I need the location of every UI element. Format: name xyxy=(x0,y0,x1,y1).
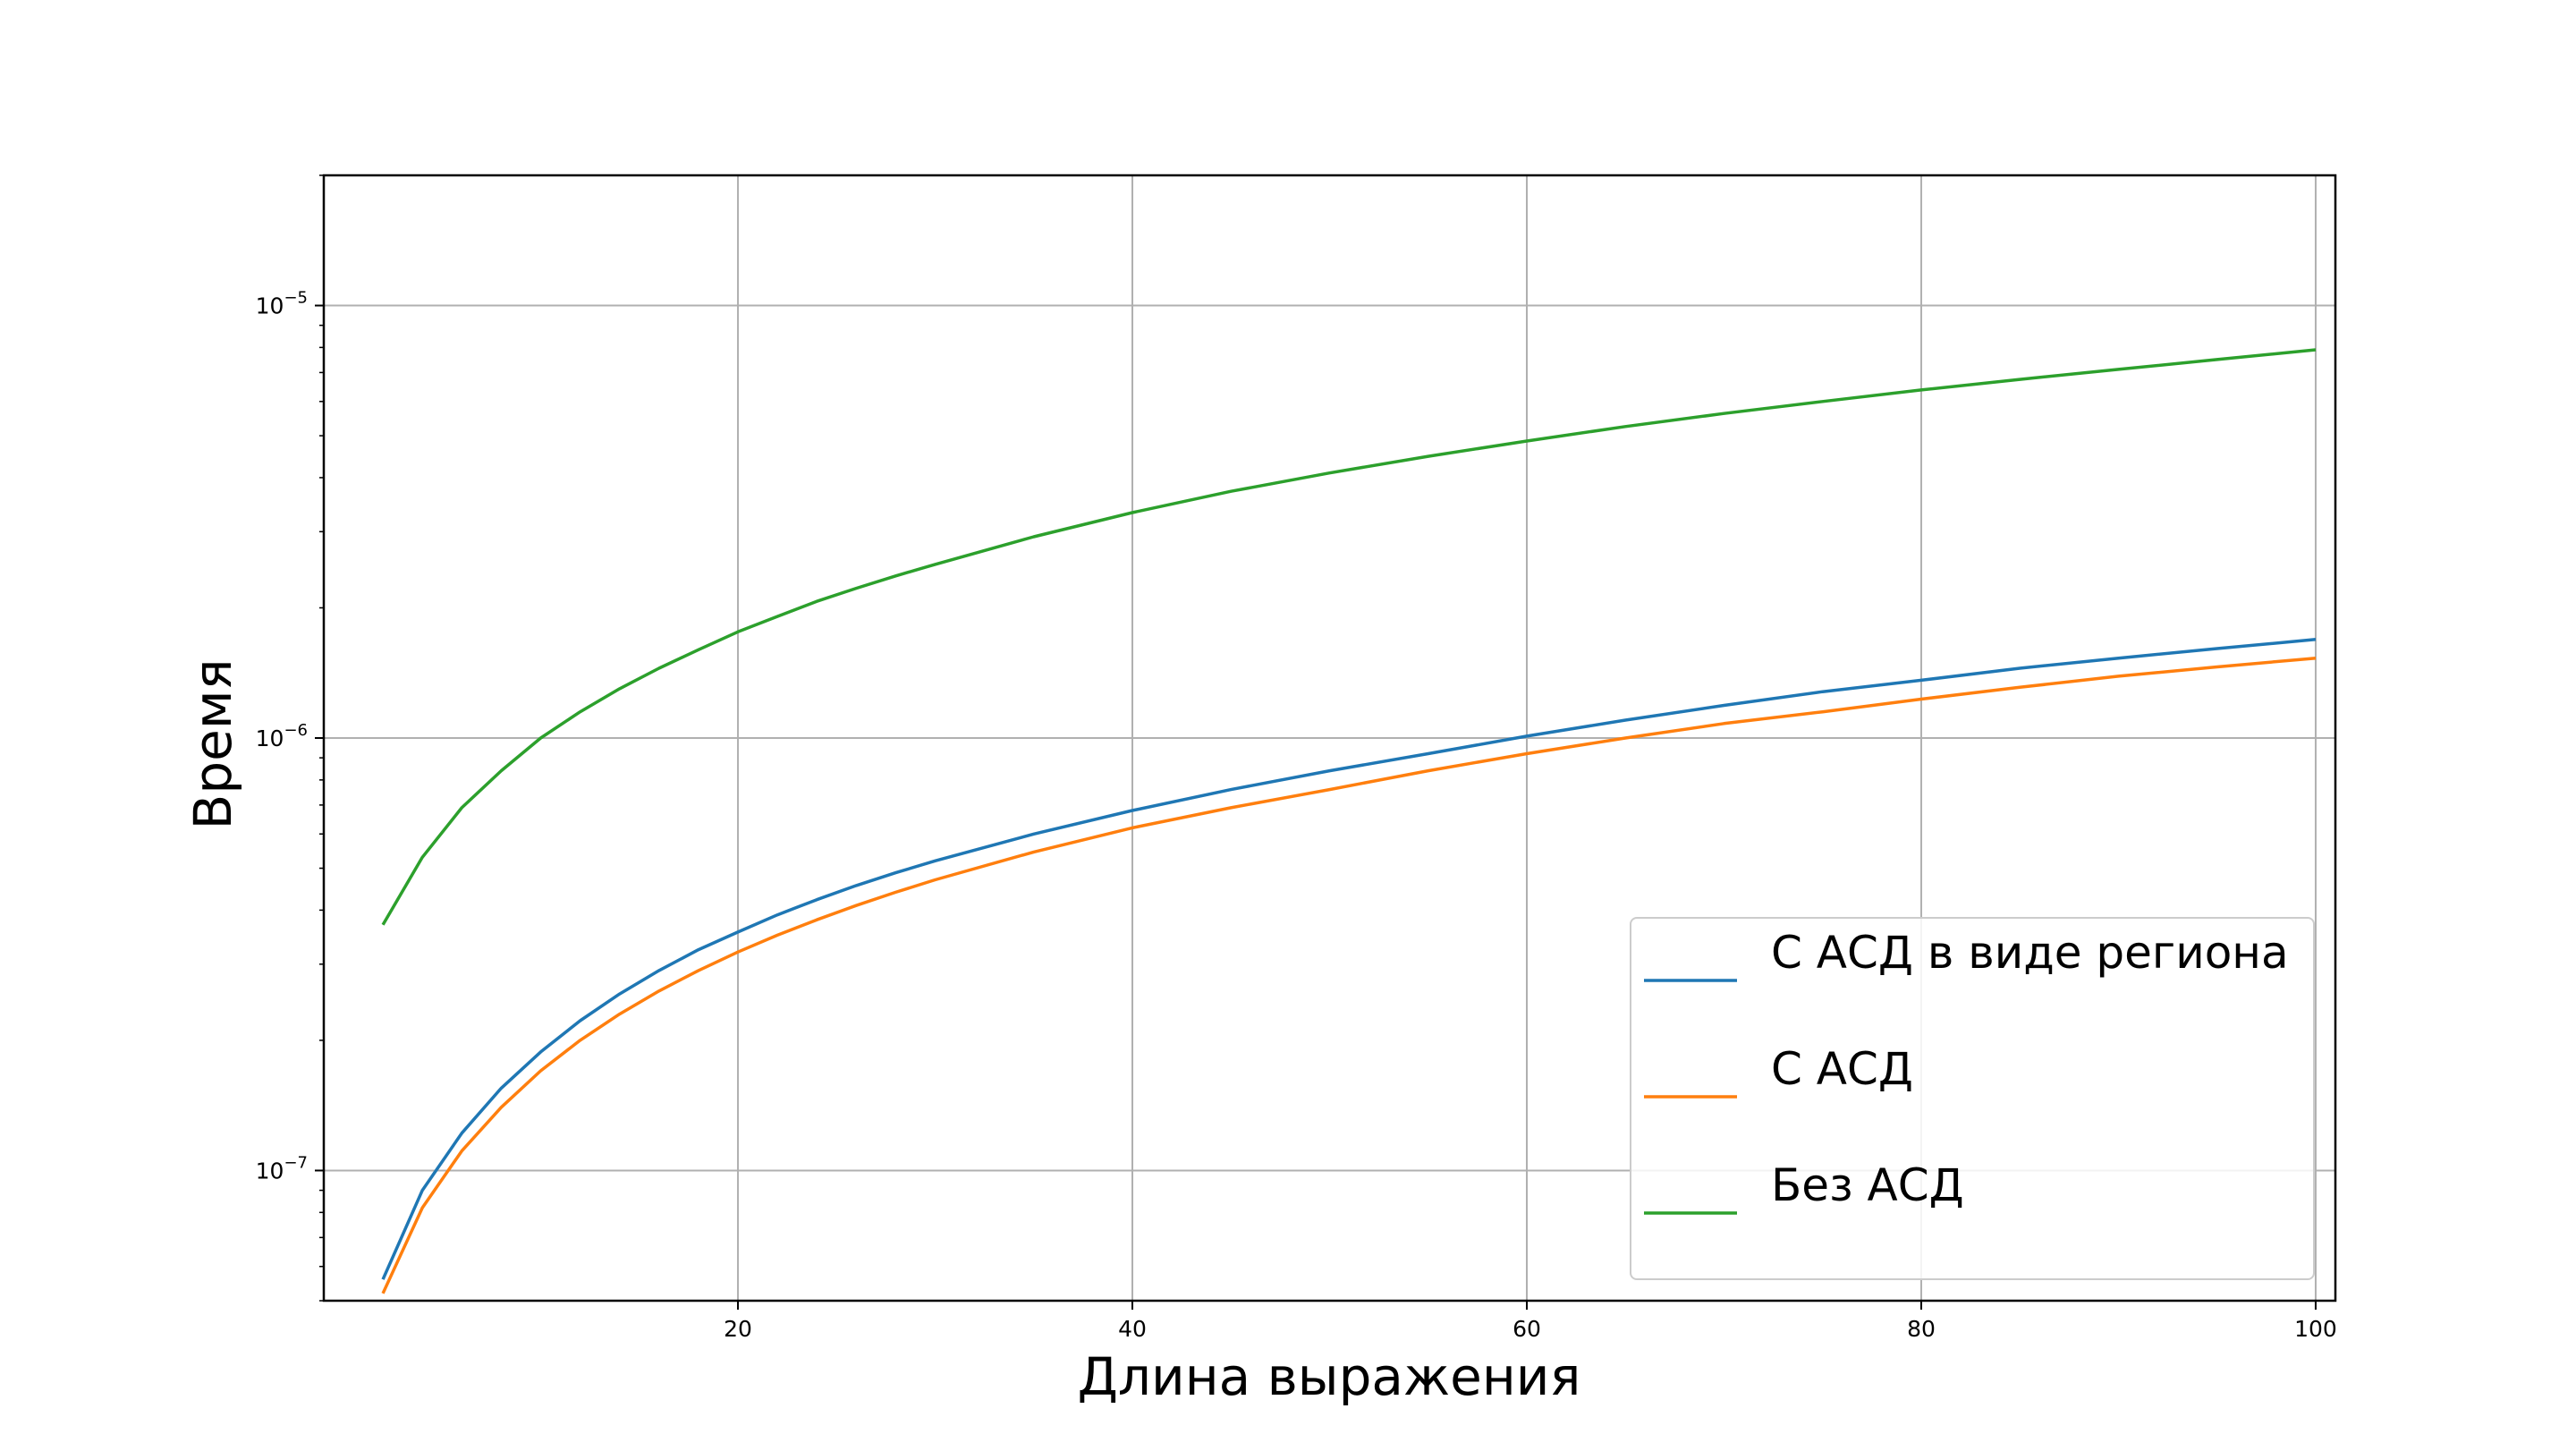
x-axis-label: Длина выражения xyxy=(1078,1346,1581,1407)
y-tick-label-2: 10−5 xyxy=(256,289,308,319)
series-line-1 xyxy=(381,656,2317,1294)
legend-box xyxy=(1630,917,2315,1280)
x-tick-label-0: 20 xyxy=(724,1316,752,1342)
x-tick-label-1: 40 xyxy=(1118,1316,1147,1342)
ticks: 20 40 60 80 100 10−7 10−6 10−5 xyxy=(256,174,2337,1342)
series-line-0 xyxy=(381,638,2317,1280)
x-tick-label-2: 60 xyxy=(1513,1316,1541,1342)
series-lines xyxy=(381,348,2317,1294)
x-tick-label-3: 80 xyxy=(1907,1316,1936,1342)
series-line-2 xyxy=(381,348,2317,926)
x-tick-label-4: 100 xyxy=(2294,1316,2337,1342)
legend-label-1: С АСД xyxy=(1771,1043,1913,1095)
y-axis-label: Время xyxy=(182,659,243,830)
legend-label-2: Без АСД xyxy=(1771,1159,1964,1211)
legend: С АСД в виде региона С АСД Без АСД xyxy=(1630,917,2315,1280)
legend-label-0: С АСД в виде региона xyxy=(1771,927,2289,979)
y-tick-label-1: 10−6 xyxy=(256,721,308,751)
y-tick-label-0: 10−7 xyxy=(256,1153,308,1184)
